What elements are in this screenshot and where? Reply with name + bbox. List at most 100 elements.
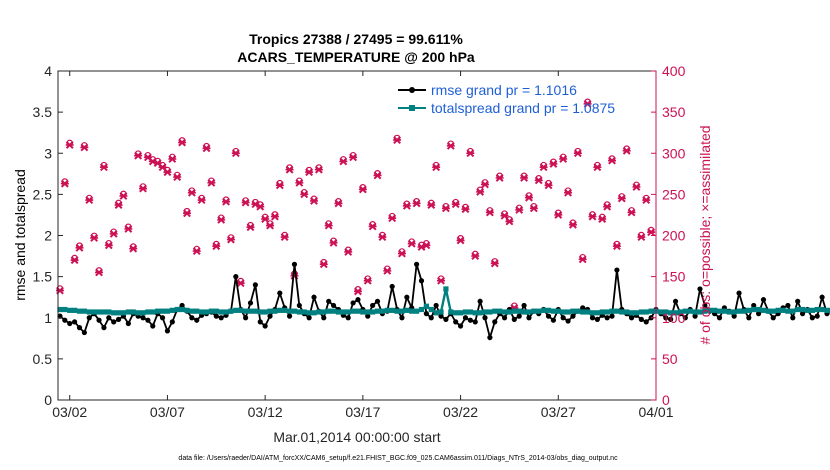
obs-count-point: [344, 246, 353, 256]
rmse-point: [819, 294, 825, 300]
y-left-tick-label: 1: [44, 310, 52, 326]
obs-count-point: [363, 275, 372, 285]
y-axis-right: 0 50 100 150 200 250 300 350 400: [651, 63, 686, 408]
rmse-point: [286, 313, 293, 319]
totalspread-point: [638, 309, 644, 315]
obs-possible-marker: [310, 195, 318, 203]
y-left-tick-label: 2.5: [33, 186, 53, 202]
obs-possible-marker: [383, 265, 391, 273]
totalspread-point: [575, 308, 581, 314]
rmse-point: [423, 311, 429, 317]
obs-count-point: [564, 187, 573, 197]
obs-possible-marker: [286, 164, 293, 172]
totalspread-point: [96, 309, 102, 315]
obs-count-point: [305, 166, 314, 177]
rmse-point: [482, 315, 488, 321]
obs-possible-marker: [354, 286, 362, 293]
totalspread-point: [765, 308, 771, 314]
rmse-point: [218, 315, 224, 321]
obs-possible-marker: [462, 203, 469, 211]
totalspread-point: [580, 309, 586, 315]
totalspread-point: [585, 309, 591, 315]
data-file-footer: data file: /Users/raeder/DAI/ATM_forcXX/…: [178, 455, 618, 462]
y-right-tick-label: 50: [662, 351, 678, 367]
obs-count-point: [490, 258, 499, 268]
obs-count-point: [524, 192, 533, 202]
totalspread-point: [286, 308, 293, 314]
obs-count-point: [520, 172, 529, 182]
y-left-tick-label: 0.5: [33, 351, 53, 367]
obs-count-point: [353, 286, 362, 296]
obs-count-point: [90, 232, 99, 242]
y-right-tick-label: 0: [662, 392, 670, 408]
totalspread-point: [467, 309, 473, 315]
obs-possible-marker: [550, 158, 557, 166]
obs-count-point: [412, 198, 421, 208]
totalspread-point: [550, 308, 557, 314]
obs-possible-marker: [237, 277, 245, 285]
totalspread-point: [316, 309, 322, 315]
obs-possible-marker: [71, 254, 79, 262]
x-tick-label: 03/02: [52, 404, 87, 420]
obs-count-point: [573, 147, 582, 158]
totalspread-point: [350, 308, 356, 314]
y-right-tick-label: 250: [662, 186, 686, 202]
totalspread-point: [247, 308, 254, 314]
rmse-point: [638, 316, 644, 322]
totalspread-point: [81, 308, 87, 314]
obs-count-point: [202, 142, 211, 153]
totalspread-point: [824, 307, 830, 313]
obs-possible-marker: [105, 239, 113, 247]
obs-possible-marker: [320, 258, 328, 266]
obs-possible-marker: [427, 199, 435, 207]
obs-possible-marker: [208, 177, 215, 185]
obs-possible-marker: [403, 200, 411, 208]
totalspread-point: [506, 309, 513, 315]
totalspread-point: [189, 308, 195, 314]
obs-possible-marker: [281, 231, 289, 239]
obs-count-point: [451, 198, 460, 209]
obs-possible-marker: [198, 194, 206, 202]
obs-count-point: [481, 179, 490, 189]
obs-count-point: [373, 170, 382, 180]
rmse-point: [697, 286, 703, 292]
x-tick-label: 03/27: [541, 404, 576, 420]
totalspread-point: [174, 306, 180, 313]
totalspread-point: [555, 308, 561, 314]
rmse-point: [487, 334, 493, 341]
rmse-point: [672, 298, 679, 304]
obs-count-point: [617, 193, 626, 203]
totalspread-point: [633, 310, 640, 316]
obs-count-point: [95, 267, 104, 277]
totalspread-point: [330, 308, 337, 314]
obs-count-point: [515, 204, 524, 214]
obs-count-point: [65, 139, 74, 149]
totalspread-point: [624, 309, 630, 315]
obs-possible-marker: [139, 183, 147, 191]
totalspread-point: [135, 310, 141, 316]
totalspread-point: [335, 309, 342, 315]
totalspread-point: [111, 310, 117, 316]
obs-possible-marker: [95, 267, 103, 274]
rmse-point: [374, 298, 381, 304]
totalspread-point: [418, 306, 425, 313]
obs-count-point: [80, 142, 89, 152]
obs-count-point: [261, 213, 270, 223]
obs-count-point: [612, 240, 621, 251]
obs-count-point: [222, 196, 231, 206]
obs-possible-marker: [295, 177, 303, 185]
obs-possible-marker: [359, 184, 367, 191]
obs-possible-marker: [134, 150, 142, 158]
totalspread-point: [443, 286, 449, 292]
obs-possible-marker: [325, 220, 333, 228]
obs-possible-marker: [545, 179, 552, 187]
totalspread-point: [751, 306, 757, 313]
rmse-point: [751, 302, 757, 309]
obs-count-point: [388, 212, 397, 223]
y-left-tick-label: 3: [44, 145, 52, 161]
obs-count-point: [300, 188, 309, 199]
obs-count-point: [192, 245, 201, 256]
rmse-point: [799, 311, 806, 317]
rmse-point: [81, 329, 87, 336]
rmse-point: [565, 318, 571, 324]
